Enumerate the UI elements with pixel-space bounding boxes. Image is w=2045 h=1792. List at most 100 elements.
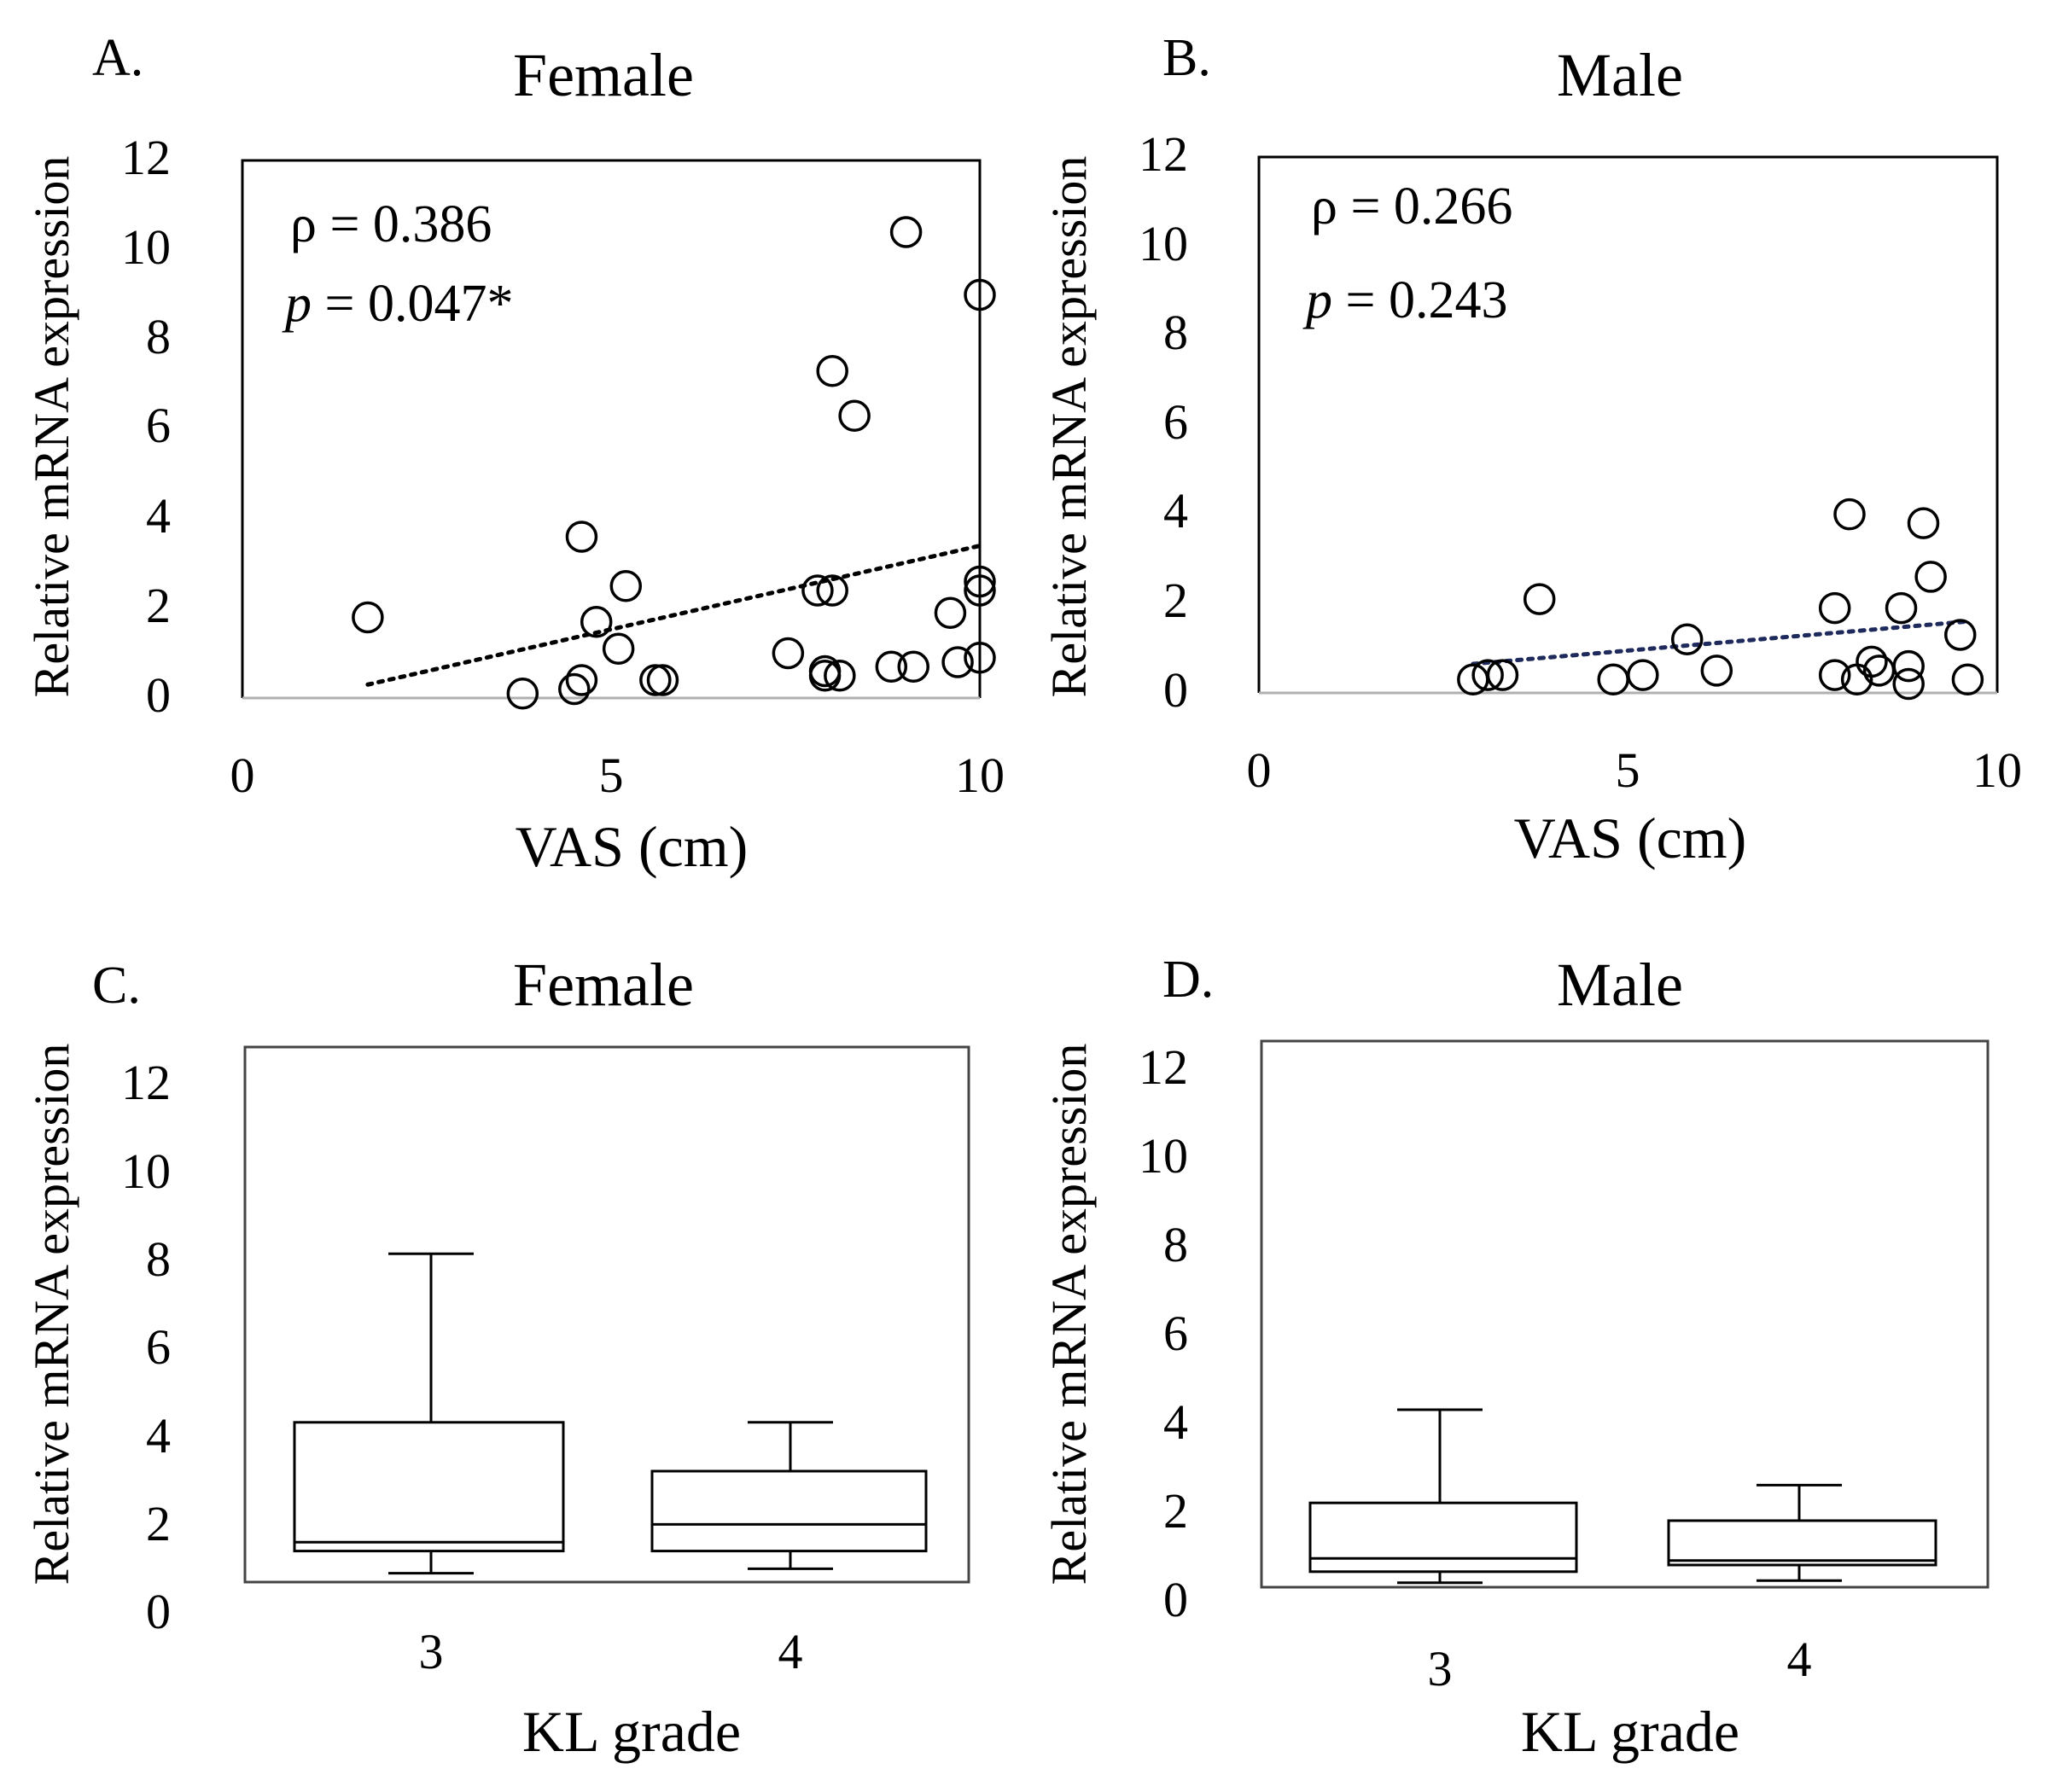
- panel-c: C. Female 12 10 8 6 4 2 0 3 4 KL grade R…: [24, 951, 970, 1764]
- data-point: [639, 664, 672, 696]
- panel-title: Female: [513, 41, 694, 109]
- data-point: [646, 664, 679, 696]
- x-tick-label: 10: [1972, 742, 2022, 798]
- y-tick-label: 10: [1139, 1128, 1188, 1184]
- panel-label: A.: [92, 29, 143, 87]
- y-tick-label: 0: [146, 667, 171, 723]
- y-tick-label: 2: [146, 1496, 171, 1551]
- x-axis-label: KL grade: [522, 1699, 741, 1764]
- panel-label: B.: [1162, 29, 1211, 87]
- x-axis-label: VAS (cm): [1514, 806, 1747, 870]
- data-point: [1818, 591, 1851, 625]
- x-tick-labels: 0 5 10: [230, 748, 1005, 803]
- data-point: [1700, 655, 1733, 687]
- rho-annotation: ρ = 0.386: [290, 195, 492, 253]
- y-tick-label: 6: [1163, 1306, 1188, 1361]
- y-axis-label: Relative mRNA expression: [24, 1044, 79, 1585]
- data-point: [1818, 659, 1851, 691]
- data-point: [565, 664, 598, 696]
- x-tick-label: 5: [1616, 742, 1640, 798]
- data-point: [580, 606, 613, 638]
- y-tick-label: 4: [146, 1408, 171, 1463]
- y-axis-label: Relative mRNA expression: [1041, 156, 1097, 698]
- data-point: [875, 650, 908, 683]
- y-tick-label: 12: [1139, 126, 1188, 182]
- p-value-annotation: p = 0.047*: [282, 275, 513, 333]
- data-point: [1597, 663, 1629, 696]
- y-tick-label: 6: [1163, 394, 1188, 450]
- panel-title: Female: [513, 951, 694, 1019]
- data-point: [964, 642, 996, 674]
- data-point: [565, 521, 598, 553]
- data-point: [1944, 619, 1977, 651]
- data-point: [1892, 649, 1925, 683]
- y-tick-label: 12: [121, 1055, 171, 1110]
- data-point: [1471, 659, 1504, 691]
- iqr-box: [293, 1421, 565, 1553]
- panel-b: B. Male 12 10 8 6 4 2 0 0 5 10 VAS (cm) …: [1041, 29, 2022, 870]
- y-tick-labels: 12 10 8 6 4 2 0: [121, 130, 171, 723]
- y-tick-label: 8: [1163, 305, 1188, 360]
- iqr-box: [1308, 1501, 1578, 1574]
- y-tick-label: 0: [1163, 1572, 1188, 1627]
- y-tick-label: 10: [1139, 216, 1188, 271]
- data-point: [889, 216, 923, 248]
- x-tick-label: 5: [599, 748, 624, 803]
- data-point: [602, 632, 635, 665]
- p-value: = 0.047*: [312, 275, 513, 333]
- panel-title: Male: [1557, 41, 1683, 109]
- y-tick-label: 2: [146, 578, 171, 633]
- x-tick-label: 3: [1428, 1641, 1453, 1696]
- panel-a: A. Female 12 10 8 6 4 2 0 0 5 10 VAS (cm…: [24, 29, 1005, 879]
- x-tick-labels: 0 5 10: [1247, 742, 2023, 798]
- trendline: [1471, 619, 1970, 666]
- plot-frame: [241, 159, 982, 698]
- x-tick-label: 3: [419, 1624, 444, 1679]
- data-point: [1951, 663, 1984, 696]
- box-plots: [1308, 1408, 1937, 1585]
- x-tick-label: 0: [1247, 742, 1272, 798]
- x-tick-label: 0: [230, 748, 255, 803]
- y-tick-label: 8: [146, 309, 171, 364]
- y-tick-label: 8: [1163, 1217, 1188, 1272]
- y-tick-label: 2: [1163, 573, 1188, 628]
- plot-frame: [1257, 155, 1999, 693]
- x-tick-label: 4: [1787, 1632, 1812, 1687]
- x-axis-label: KL grade: [1521, 1699, 1739, 1764]
- data-point: [816, 574, 848, 607]
- y-tick-label: 4: [146, 488, 171, 544]
- x-tick-label: 10: [955, 748, 1005, 803]
- panel-d: D. Male 12 10 8 6 4 2 0 3 4 KL grade Rel…: [1041, 951, 1990, 1764]
- y-tick-label: 4: [1163, 483, 1188, 538]
- data-point: [506, 678, 539, 710]
- iqr-box: [650, 1469, 928, 1553]
- data-points: [352, 216, 996, 710]
- p-value-annotation: p = 0.243: [1302, 271, 1507, 329]
- box-plots: [293, 1252, 928, 1575]
- data-point: [816, 355, 848, 387]
- plot-frame: [243, 1045, 970, 1584]
- y-tick-labels: 12 10 8 6 4 2 0: [1139, 126, 1188, 718]
- y-tick-labels: 12 10 8 6 4 2 0: [1139, 1039, 1188, 1627]
- y-tick-labels: 12 10 8 6 4 2 0: [121, 1055, 171, 1639]
- p-symbol: p: [282, 275, 312, 333]
- iqr-box: [1667, 1519, 1937, 1567]
- y-tick-label: 2: [1163, 1483, 1188, 1539]
- p-value: = 0.243: [1332, 271, 1507, 329]
- data-point: [558, 672, 591, 706]
- y-tick-label: 6: [146, 398, 171, 453]
- y-tick-label: 6: [146, 1319, 171, 1375]
- y-tick-label: 10: [121, 1143, 171, 1199]
- data-point: [609, 570, 643, 602]
- panel-title: Male: [1557, 951, 1683, 1019]
- y-tick-label: 12: [1139, 1039, 1188, 1095]
- x-axis-label: VAS (cm): [516, 814, 749, 879]
- y-tick-label: 10: [121, 219, 171, 275]
- data-point: [801, 574, 834, 607]
- data-point: [808, 660, 842, 692]
- data-point: [1856, 645, 1888, 678]
- data-point: [941, 646, 974, 678]
- data-point: [1907, 507, 1940, 539]
- data-point: [1627, 659, 1659, 691]
